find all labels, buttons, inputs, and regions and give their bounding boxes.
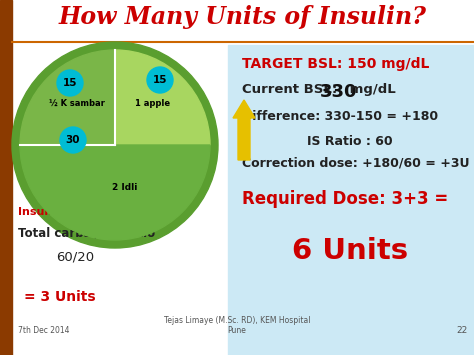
Text: 2 Idli: 2 Idli	[112, 182, 137, 191]
Circle shape	[57, 70, 83, 96]
Bar	[0, 0, 12, 355]
Text: Correction dose: +180/60 = +3U: Correction dose: +180/60 = +3U	[242, 157, 470, 170]
Wedge shape	[20, 50, 115, 145]
Text: ½ K sambar: ½ K sambar	[49, 98, 105, 108]
Text: 15: 15	[63, 78, 77, 88]
Text: 60/20: 60/20	[56, 250, 94, 263]
Wedge shape	[115, 50, 210, 145]
FancyArrow shape	[233, 100, 255, 160]
Text: 7th Dec 2014: 7th Dec 2014	[18, 326, 70, 335]
Circle shape	[147, 67, 173, 93]
Text: Difference: 330-150 = +180: Difference: 330-150 = +180	[242, 110, 438, 123]
Text: mg/dL: mg/dL	[345, 83, 396, 96]
Wedge shape	[20, 145, 210, 240]
Text: 15: 15	[153, 75, 167, 85]
Text: Required Dose: 3+3 =: Required Dose: 3+3 =	[242, 190, 448, 208]
Text: 1 apple: 1 apple	[136, 98, 171, 108]
Text: TARGET BSL: 150 mg/dL: TARGET BSL: 150 mg/dL	[242, 57, 429, 71]
Text: 30: 30	[66, 135, 80, 145]
Bar	[228, 45, 474, 355]
Text: IS Ratio : 60: IS Ratio : 60	[307, 135, 393, 148]
Text: 330: 330	[320, 83, 357, 101]
Text: Current BSL:: Current BSL:	[242, 83, 342, 96]
Text: 22: 22	[457, 326, 468, 335]
Circle shape	[12, 42, 218, 248]
Text: How Many Units of Insulin?: How Many Units of Insulin?	[59, 5, 427, 29]
Text: Total carbs / IC Ratio: Total carbs / IC Ratio	[18, 227, 155, 240]
Text: = 3 Units: = 3 Units	[24, 290, 96, 304]
Text: 6 Units: 6 Units	[292, 237, 408, 265]
Circle shape	[60, 127, 86, 153]
Text: Insulin Dose for the meal:: Insulin Dose for the meal:	[18, 207, 180, 217]
Text: Tejas Limaye (M.Sc. RD), KEM Hospital
Pune: Tejas Limaye (M.Sc. RD), KEM Hospital Pu…	[164, 316, 310, 335]
